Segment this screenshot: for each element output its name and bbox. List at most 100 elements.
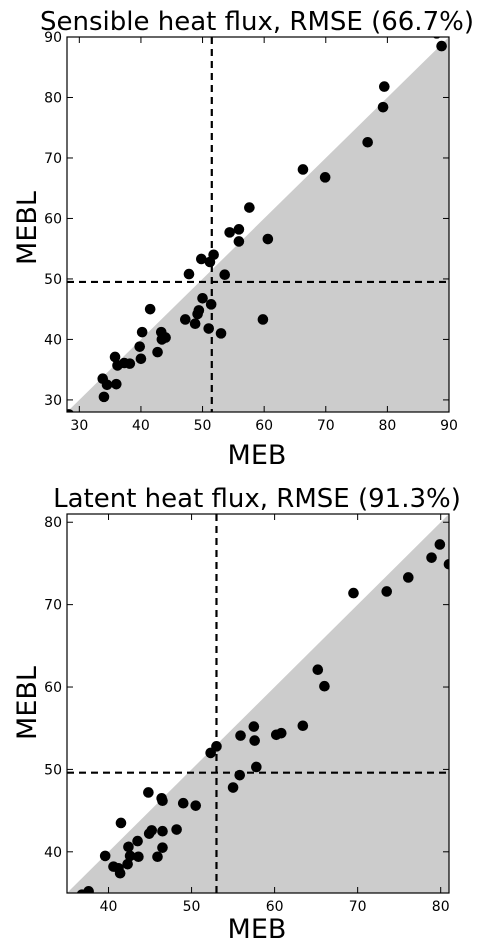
data-point — [234, 769, 246, 781]
data-point — [233, 236, 245, 247]
data-point — [208, 249, 219, 261]
data-point — [179, 314, 191, 325]
data-point — [110, 378, 122, 390]
x-axis-label: MEB — [228, 440, 287, 471]
x-tick-label: 60 — [255, 418, 273, 434]
data-point — [434, 539, 446, 550]
data-point — [215, 328, 227, 339]
x-tick-label: 70 — [349, 899, 367, 915]
data-point — [143, 787, 154, 798]
data-point — [136, 326, 148, 338]
data-point — [99, 850, 111, 862]
data-point — [436, 40, 447, 52]
y-tick-label: 80 — [44, 90, 62, 106]
data-point — [257, 314, 269, 325]
plot-area: 40 50 60 70 80 40 50 60 70 80 — [44, 513, 450, 915]
data-point — [190, 800, 202, 811]
x-tick-label: 50 — [183, 899, 201, 915]
data-point — [157, 825, 168, 837]
y-tick-label: 40 — [44, 845, 62, 861]
data-point — [114, 867, 126, 879]
data-point — [211, 741, 222, 752]
data-points — [76, 539, 449, 893]
data-point — [171, 824, 182, 835]
axes-frame — [66, 513, 450, 894]
data-point — [83, 886, 94, 893]
data-point — [193, 305, 205, 316]
one-to-one-shaded-region — [67, 37, 449, 412]
data-point — [275, 727, 287, 739]
data-point — [135, 353, 147, 365]
data-point — [403, 572, 414, 583]
plot-area: 30 40 50 60 70 80 90 30 40 50 60 70 80 90 — [44, 30, 458, 434]
y-axis-label: MEBL — [12, 191, 43, 265]
data-point — [109, 351, 121, 363]
data-point — [426, 552, 437, 563]
data-point — [235, 730, 246, 741]
data-point — [144, 303, 156, 315]
y-tick-label: 50 — [44, 762, 62, 778]
data-point — [177, 797, 189, 809]
x-tick-label: 30 — [70, 418, 88, 434]
latent-heat-flux-panel: Latent heat flux, RMSE (91.3%) 40 50 60 70 8… — [12, 484, 461, 945]
data-point — [152, 851, 163, 863]
y-tick-label: 50 — [44, 272, 62, 288]
data-point — [262, 233, 274, 245]
data-point — [160, 332, 171, 343]
data-point — [67, 409, 74, 412]
data-point — [381, 586, 393, 597]
data-point — [133, 851, 144, 863]
data-point — [132, 835, 143, 847]
data-point — [219, 269, 231, 281]
data-point — [319, 680, 330, 692]
data-point — [224, 227, 235, 238]
data-point — [183, 268, 195, 280]
data-point — [101, 379, 113, 391]
data-point — [152, 346, 163, 358]
data-point — [297, 720, 309, 732]
data-point — [157, 842, 168, 853]
chart-title: Latent heat flux, RMSE (91.3%) — [53, 484, 461, 514]
x-tick-label: 50 — [194, 418, 212, 434]
data-point — [205, 299, 217, 310]
data-point — [197, 292, 208, 304]
data-point — [115, 817, 127, 829]
data-point — [297, 164, 309, 175]
x-tick-label: 40 — [100, 899, 118, 915]
data-point — [98, 391, 110, 403]
y-tick-label: 60 — [44, 680, 62, 696]
y-tick-label: 30 — [44, 393, 62, 409]
data-point — [251, 761, 262, 773]
data-point — [189, 318, 201, 329]
data-point — [124, 850, 136, 862]
y-tick-label: 70 — [44, 598, 62, 614]
data-point — [249, 735, 260, 746]
x-tick-label: 90 — [440, 418, 458, 434]
data-point — [134, 341, 146, 352]
data-point — [348, 587, 359, 599]
data-point — [146, 825, 158, 836]
data-point — [244, 202, 255, 213]
data-point — [362, 136, 373, 148]
x-axis-label: MEB — [228, 914, 287, 945]
data-point — [377, 101, 389, 113]
data-point — [312, 664, 324, 676]
sensible-heat-flux-panel: Sensible heat flux, RMSE (66.7%) 30 40 50 6… — [12, 7, 474, 471]
one-to-one-shaded-region — [67, 514, 449, 893]
y-tick-label: 60 — [44, 211, 62, 227]
y-tick-label: 70 — [44, 151, 62, 167]
data-point — [196, 253, 207, 265]
data-point — [379, 81, 390, 92]
y-tick-label: 80 — [44, 515, 62, 531]
data-point — [227, 782, 239, 793]
y-tick-label: 90 — [44, 30, 62, 46]
data-point — [124, 358, 136, 369]
axes-frame — [66, 36, 450, 413]
x-tick-label: 40 — [132, 418, 150, 434]
data-point — [122, 858, 133, 870]
y-tick-label: 40 — [44, 332, 62, 348]
chart-title: Sensible heat flux, RMSE (66.7%) — [40, 7, 474, 37]
data-point — [319, 172, 331, 183]
x-tick-label: 60 — [266, 899, 284, 915]
